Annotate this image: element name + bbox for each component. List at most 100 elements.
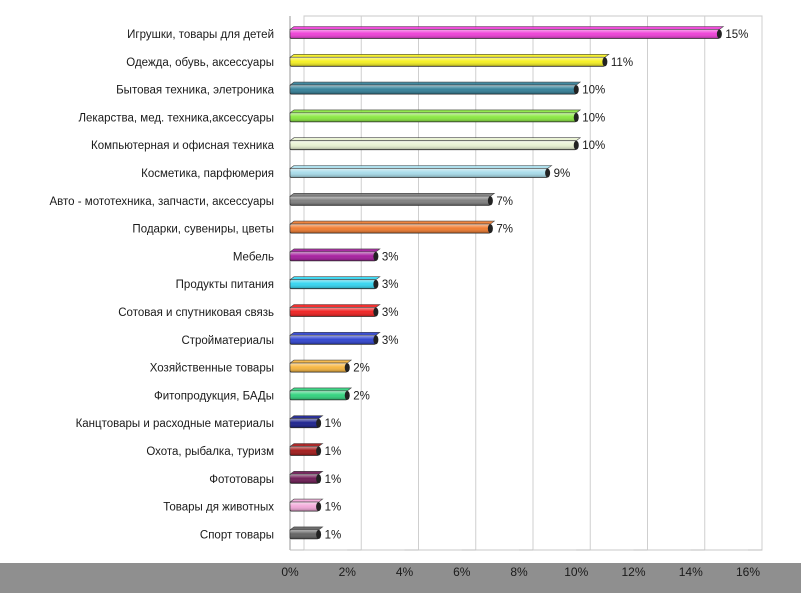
bar-top	[289, 443, 324, 447]
value-label: 1%	[325, 529, 342, 541]
bar-shading	[290, 196, 491, 206]
bar-end-cap	[573, 140, 579, 150]
x-tick-label: 2%	[339, 565, 357, 579]
bar-top	[289, 54, 610, 58]
bar-end-cap	[344, 390, 350, 400]
value-label: 7%	[496, 224, 513, 236]
category-label: Продукты питания	[176, 279, 274, 291]
bar-end-cap	[573, 85, 579, 95]
bar-top	[289, 332, 381, 336]
category-label: Компьютерная и офисная техника	[91, 140, 275, 152]
bar-end-cap	[545, 168, 551, 178]
category-label: Спорт товары	[200, 529, 274, 541]
bar-end-cap	[373, 279, 379, 289]
bar-shading	[290, 418, 319, 428]
value-label: 11%	[611, 57, 633, 69]
value-label: 10%	[582, 112, 605, 124]
value-label: 2%	[353, 390, 370, 402]
bar-top	[289, 526, 324, 531]
bar-end-cap	[373, 251, 379, 261]
value-label: 3%	[382, 307, 399, 319]
x-tick-label: 10%	[564, 565, 588, 579]
bar-shading	[290, 363, 348, 373]
x-tick-label: 8%	[510, 565, 528, 579]
bar-top	[289, 248, 381, 253]
bar-shading	[290, 446, 319, 456]
bar-shading	[290, 85, 577, 95]
bars	[289, 26, 725, 540]
axis-band	[0, 563, 801, 593]
bar-top	[289, 220, 496, 225]
bar-end-cap	[344, 363, 350, 373]
bar-shading	[290, 529, 319, 539]
x-tick-label: 16%	[736, 565, 760, 579]
bar-top	[289, 415, 324, 419]
category-label: Товары дя животных	[163, 502, 274, 514]
bar-end-cap	[373, 307, 379, 317]
x-ticks: 0% 2% 4% 6% 8% 10% 12% 14% 16%	[281, 565, 760, 579]
bar-top	[289, 165, 553, 169]
category-label: Канцтовары и расходные материалы	[76, 418, 274, 430]
bar-top	[289, 109, 582, 114]
category-label: Игрушки, товары для детей	[127, 29, 274, 41]
bar-shading	[290, 335, 376, 345]
bar-top	[289, 359, 353, 364]
x-tick-label: 12%	[621, 565, 645, 579]
x-tick-label: 0%	[281, 565, 299, 579]
bar-top	[289, 193, 496, 197]
bar-end-cap	[602, 57, 608, 67]
bar-shading	[290, 390, 348, 400]
value-label: 1%	[325, 418, 342, 430]
bar-shading	[290, 307, 376, 317]
bar-shading	[290, 224, 491, 234]
bar-top	[289, 81, 582, 86]
bar-shading	[290, 474, 319, 484]
category-label: Фитопродукция, БАДы	[154, 390, 274, 402]
category-label: Фототовары	[209, 474, 274, 486]
bar-end-cap	[487, 224, 493, 234]
category-labels: 15% Игрушки, товары для детей 11% Одежда, о…	[50, 29, 749, 541]
category-label: Охота, рыбалка, туризм	[146, 446, 274, 458]
category-label: Авто - мототехника, запчасти, аксессуары	[50, 196, 274, 208]
category-label: Косметика, парфюмерия	[141, 168, 274, 180]
category-label: Мебель	[233, 251, 274, 263]
bar-end-cap	[316, 418, 322, 428]
category-label: Подарки, сувениры, цветы	[132, 224, 274, 236]
value-label: 1%	[325, 502, 342, 514]
bar-top	[289, 137, 582, 141]
bar-top	[289, 304, 381, 308]
bar-end-cap	[316, 529, 322, 539]
value-label: 9%	[554, 168, 571, 180]
category-label: Стройматериалы	[181, 335, 274, 347]
x-tick-label: 4%	[396, 565, 414, 579]
value-label: 10%	[582, 140, 605, 152]
value-label: 1%	[325, 474, 342, 486]
bar-shading	[290, 251, 376, 261]
bar-top	[289, 276, 381, 280]
value-label: 1%	[325, 446, 342, 458]
value-label: 3%	[382, 335, 399, 347]
value-label: 3%	[382, 251, 399, 263]
bar-end-cap	[373, 335, 379, 345]
bar-shading	[290, 112, 577, 122]
category-label: Бытовая техника, элетроника	[116, 85, 274, 97]
bar-end-cap	[487, 196, 493, 206]
category-label: Лекарства, мед. техника,аксессуары	[78, 112, 274, 124]
bar-end-cap	[316, 502, 322, 512]
bar-end-cap	[573, 112, 579, 122]
category-label: Одежда, обувь, аксессуары	[126, 57, 274, 69]
x-tick-label: 6%	[453, 565, 471, 579]
bar-top	[289, 498, 324, 503]
bar-end-cap	[716, 29, 722, 39]
value-label: 3%	[382, 279, 399, 291]
bar-top	[289, 471, 324, 475]
bar-top	[289, 26, 725, 30]
bar-shading	[290, 140, 577, 150]
bar-shading	[290, 168, 548, 178]
value-label: 15%	[725, 29, 748, 41]
bar-shading	[290, 57, 605, 67]
bar-shading	[290, 29, 720, 39]
value-label: 2%	[353, 363, 370, 375]
